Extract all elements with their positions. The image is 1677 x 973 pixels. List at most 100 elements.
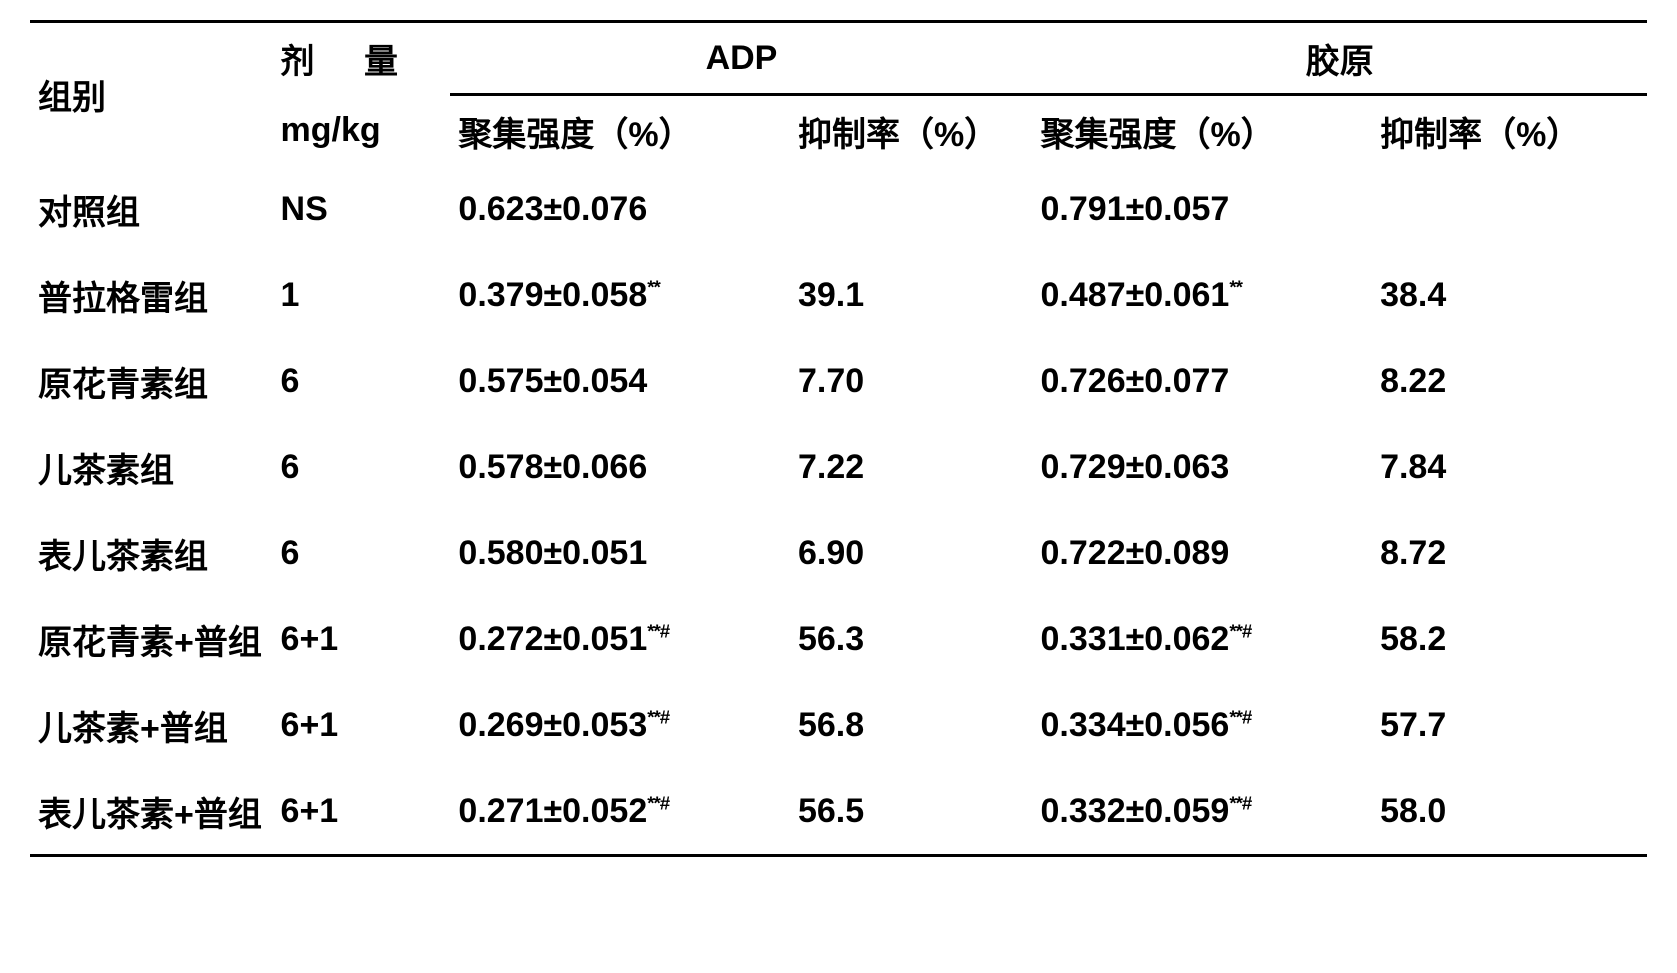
table-row: 儿茶素组 6 0.578±0.066 7.22 0.729±0.063 7.84 [30, 424, 1647, 510]
col-header-dose-unit: mg/kg [273, 95, 451, 167]
cell-dose-value: 6 [281, 448, 300, 486]
cell-group: 表儿茶素组 [30, 510, 273, 596]
col-header-collagen-label: 胶原 [1306, 43, 1374, 81]
cell-dose: 6 [273, 424, 451, 510]
cell-dose: 6+1 [273, 596, 451, 682]
cell-adp_agg-sup: ** [647, 276, 660, 297]
cell-col_agg-value: 0.334±0.056 [1041, 706, 1230, 744]
col-header-collagen-group: 胶原 [1033, 22, 1647, 95]
cell-adp_agg-value: 0.578±0.066 [458, 448, 647, 486]
table-row: 儿茶素+普组6+10.269±0.053**#56.80.334±0.056**… [30, 682, 1647, 768]
col-header-group: 组别 [30, 22, 273, 167]
cell-dose: NS [273, 166, 451, 252]
cell-col_agg-value: 0.331±0.062 [1041, 620, 1230, 658]
table-row: 原花青素+普组6+10.272±0.051**#56.30.331±0.062*… [30, 596, 1647, 682]
cell-dose-value: NS [281, 190, 328, 228]
cell-adp_inh: 56.3 [790, 596, 1033, 682]
cell-adp_agg-sup: **# [647, 620, 669, 641]
cell-adp_agg: 0.271±0.052**# [450, 768, 790, 856]
table-row: 表儿茶素+普组6+10.271±0.052**#56.50.332±0.059*… [30, 768, 1647, 856]
cell-adp_inh-value: 56.5 [798, 792, 864, 830]
cell-col_agg-sup: **# [1229, 792, 1251, 813]
cell-col_agg-value: 0.729±0.063 [1041, 448, 1230, 486]
cell-adp_inh-value: 7.22 [798, 448, 864, 486]
cell-col_agg: 0.791±0.057 [1033, 166, 1373, 252]
cell-dose-value: 6+1 [281, 706, 339, 744]
cell-group: 普拉格雷组 [30, 252, 273, 338]
cell-group-value: 原花青素组 [38, 366, 208, 404]
col-header-col-agg: 聚集强度（%） [1033, 95, 1373, 167]
cell-col_agg-value: 0.487±0.061 [1041, 276, 1230, 314]
cell-adp_inh: 56.8 [790, 682, 1033, 768]
cell-dose-value: 1 [281, 276, 300, 314]
cell-adp_inh: 39.1 [790, 252, 1033, 338]
cell-col_inh-value: 58.0 [1380, 792, 1446, 830]
col-header-adp-group: ADP [450, 22, 1032, 95]
cell-adp_agg: 0.379±0.058** [450, 252, 790, 338]
cell-col_inh: 8.22 [1372, 338, 1647, 424]
cell-adp_agg: 0.578±0.066 [450, 424, 790, 510]
cell-dose-value: 6+1 [281, 792, 339, 830]
col-header-adp-inh: 抑制率（%） [790, 95, 1033, 167]
cell-group-value: 儿茶素组 [38, 452, 174, 490]
cell-adp_inh-value: 39.1 [798, 276, 864, 314]
cell-dose: 6 [273, 338, 451, 424]
table-row: 原花青素组60.575±0.0547.700.726±0.0778.22 [30, 338, 1647, 424]
cell-col_inh: 57.7 [1372, 682, 1647, 768]
col-header-adp-agg: 聚集强度（%） [450, 95, 790, 167]
cell-dose: 1 [273, 252, 451, 338]
cell-group-value: 普拉格雷组 [38, 280, 208, 318]
cell-adp_inh-value: 56.8 [798, 706, 864, 744]
table-body: 对照组NS 0.623±0.076 0.791±0.057 普拉格雷组 1 0.379±0… [30, 166, 1647, 856]
cell-col_inh [1372, 166, 1647, 252]
cell-dose: 6+1 [273, 768, 451, 856]
cell-col_agg-sup: ** [1229, 276, 1242, 297]
cell-col_agg: 0.332±0.059**# [1033, 768, 1373, 856]
cell-col_agg-sup: **# [1229, 620, 1251, 641]
cell-col_agg: 0.729±0.063 [1033, 424, 1373, 510]
col-header-adp-agg-label: 聚集强度（%） [458, 116, 692, 154]
cell-adp_agg: 0.623±0.076 [450, 166, 790, 252]
cell-dose: 6+1 [273, 682, 451, 768]
data-table: 组别 剂 量 ADP 胶原 mg/kg 聚集强度（%） 抑制率（%） 聚集强度（… [30, 20, 1647, 857]
cell-col_inh-value: 7.84 [1380, 448, 1446, 486]
cell-group: 原花青素组 [30, 338, 273, 424]
cell-adp_inh: 7.22 [790, 424, 1033, 510]
cell-group-value: 儿茶素+普组 [38, 710, 228, 748]
col-header-dose-unit-label: mg/kg [281, 111, 381, 149]
cell-adp_agg-sup: **# [647, 706, 669, 727]
cell-group-value: 表儿茶素组 [38, 538, 208, 576]
cell-adp_inh: 56.5 [790, 768, 1033, 856]
cell-adp_inh: 7.70 [790, 338, 1033, 424]
cell-col_agg: 0.334±0.056**# [1033, 682, 1373, 768]
cell-adp_agg: 0.269±0.053**# [450, 682, 790, 768]
table-row: 表儿茶素组60.580±0.0516.900.722±0.0898.72 [30, 510, 1647, 596]
cell-col_agg-value: 0.332±0.059 [1041, 792, 1230, 830]
cell-adp_agg-sup: **# [647, 792, 669, 813]
cell-adp_agg: 0.580±0.051 [450, 510, 790, 596]
cell-adp_agg-value: 0.623±0.076 [458, 190, 647, 228]
cell-col_inh-value: 58.2 [1380, 620, 1446, 658]
cell-dose-value: 6 [281, 534, 300, 572]
cell-group: 原花青素+普组 [30, 596, 273, 682]
cell-dose-value: 6+1 [281, 620, 339, 658]
col-header-col-agg-label: 聚集强度（%） [1041, 116, 1275, 154]
cell-col_inh: 7.84 [1372, 424, 1647, 510]
cell-adp_agg-value: 0.272±0.051 [458, 620, 647, 658]
cell-col_inh-value: 38.4 [1380, 276, 1446, 314]
table-row: 普拉格雷组10.379±0.058**39.10.487±0.061**38.4 [30, 252, 1647, 338]
cell-adp_agg-value: 0.379±0.058 [458, 276, 647, 314]
cell-adp_inh-value: 6.90 [798, 534, 864, 572]
cell-dose-value: 6 [281, 362, 300, 400]
col-header-group-label: 组别 [38, 79, 106, 117]
cell-adp_agg-value: 0.271±0.052 [458, 792, 647, 830]
cell-group-value: 原花青素+普组 [38, 624, 262, 662]
cell-col_agg: 0.331±0.062**# [1033, 596, 1373, 682]
cell-col_agg-sup: **# [1229, 706, 1251, 727]
cell-group: 对照组 [30, 166, 273, 252]
cell-adp_agg-value: 0.580±0.051 [458, 534, 647, 572]
cell-group-value: 表儿茶素+普组 [38, 796, 262, 834]
cell-col_agg-value: 0.791±0.057 [1041, 190, 1230, 228]
table-header-row-1: 组别 剂 量 ADP 胶原 [30, 22, 1647, 95]
cell-col_agg-value: 0.726±0.077 [1041, 362, 1230, 400]
